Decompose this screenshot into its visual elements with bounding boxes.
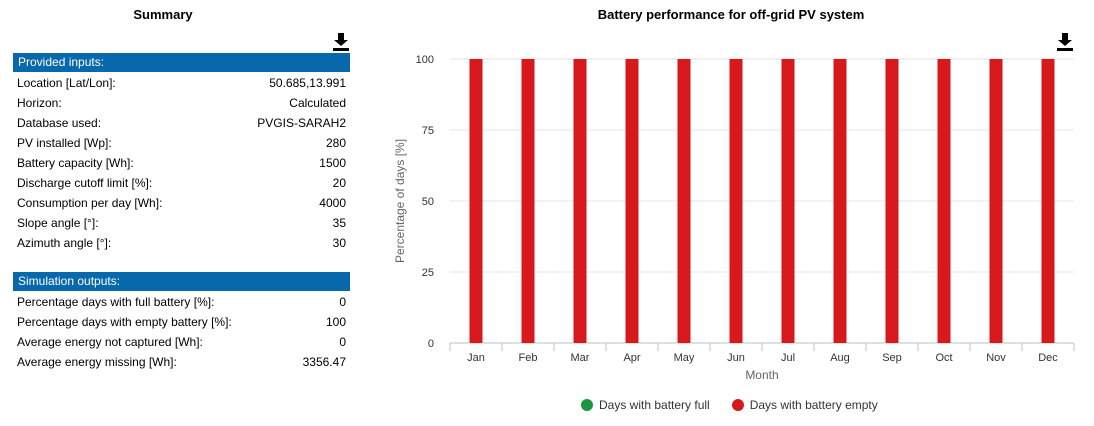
y-tick-label: 100 (416, 54, 434, 66)
bar-empty-jan (469, 59, 483, 343)
x-axis-label: Month (745, 368, 778, 382)
outputs-header: Simulation outputs: (13, 272, 350, 291)
bar-empty-nov (989, 59, 1003, 343)
x-tick-label: Sep (882, 352, 902, 364)
x-tick-label: Jun (727, 352, 745, 364)
summary-row: Discharge cutoff limit [%]: 20 (17, 173, 346, 193)
legend-marker-full (581, 399, 593, 411)
x-tick-label: Feb (519, 352, 538, 364)
row-value: 30 (332, 236, 346, 250)
legend-item-full[interactable]: Days with battery full (581, 398, 710, 412)
y-tick-label: 0 (428, 338, 434, 350)
row-value: 0 (339, 295, 346, 309)
summary-row: Azimuth angle [°]: 30 (17, 233, 346, 253)
legend-label-empty: Days with battery empty (749, 398, 878, 412)
bar-empty-feb (521, 59, 535, 343)
legend-item-empty[interactable]: Days with battery empty (731, 398, 878, 412)
row-label: Discharge cutoff limit [%]: (17, 176, 153, 190)
summary-row: Slope angle [°]: 35 (17, 213, 346, 233)
row-label: Horizon: (17, 96, 62, 110)
x-tick-label: Jul (781, 352, 795, 364)
bar-empty-may (677, 59, 691, 343)
inputs-header: Provided inputs: (13, 53, 350, 72)
row-value: 0 (339, 335, 346, 349)
download-icon[interactable] (1057, 33, 1073, 51)
y-tick-label: 50 (422, 196, 434, 208)
row-value: Calculated (289, 96, 346, 110)
summary-row: Average energy not captured [Wh]: 0 (17, 332, 346, 352)
summary-title: Summary (133, 7, 193, 22)
x-tick-label: Nov (986, 352, 1006, 364)
download-icon[interactable] (333, 33, 349, 51)
bar-empty-apr (625, 59, 639, 343)
summary-row: Average energy missing [Wh]: 3356.47 (17, 352, 346, 372)
y-axis-label: Percentage of days [%] (393, 139, 407, 263)
chart-title: Battery performance for off-grid PV syst… (597, 7, 865, 22)
x-tick-label: Aug (830, 352, 850, 364)
row-value: 4000 (319, 196, 346, 210)
row-value: 50.685,13.991 (269, 76, 346, 90)
summary-panel: Summary Provided inputs: Location [Lat/L… (0, 0, 360, 426)
bar-empty-aug (833, 59, 847, 343)
y-tick-label: 75 (422, 125, 434, 137)
battery-chart: 0 25 50 75 100 Percentage of days [%] Jan Feb Ma… (393, 54, 1075, 382)
summary-row: Percentage days with full battery [%]: 0 (17, 292, 346, 312)
summary-row: Database used: PVGIS-SARAH2 (17, 113, 346, 133)
row-label: Percentage days with empty battery [%]: (17, 315, 232, 329)
bar-empty-jul (781, 59, 795, 343)
chart-legend: Days with battery full Days with battery… (581, 398, 900, 412)
summary-row: PV installed [Wp]: 280 (17, 133, 346, 153)
legend-label-full: Days with battery full (599, 398, 710, 412)
bar-empty-mar (573, 59, 587, 343)
bar-empty-oct (937, 59, 951, 343)
bar-empty-dec (1041, 59, 1055, 343)
summary-row: Battery capacity [Wh]: 1500 (17, 153, 346, 173)
row-label: Percentage days with full battery [%]: (17, 295, 215, 309)
bar-empty-sep (885, 59, 899, 343)
row-label: Consumption per day [Wh]: (17, 196, 163, 210)
row-label: Database used: (17, 116, 102, 130)
row-value: 3356.47 (302, 355, 346, 369)
x-tick-label: Oct (935, 352, 952, 364)
summary-row: Horizon: Calculated (17, 93, 346, 113)
row-label: Azimuth angle [°]: (17, 236, 112, 250)
row-label: PV installed [Wp]: (17, 136, 112, 150)
row-label: Average energy not captured [Wh]: (17, 335, 203, 349)
summary-row: Consumption per day [Wh]: 4000 (17, 193, 346, 213)
x-tick-label: Dec (1038, 352, 1058, 364)
legend-marker-empty (731, 399, 744, 411)
row-value: 280 (325, 136, 346, 150)
x-tick-label: Mar (571, 352, 590, 364)
row-value: 35 (332, 216, 346, 230)
row-value: PVGIS-SARAH2 (257, 116, 346, 130)
bar-empty-jun (729, 59, 743, 343)
row-value: 100 (325, 315, 346, 329)
x-tick-label: May (674, 352, 695, 364)
row-label: Location [Lat/Lon]: (17, 76, 116, 90)
row-label: Average energy missing [Wh]: (17, 355, 177, 369)
summary-row: Percentage days with empty battery [%]: 1… (17, 312, 346, 332)
x-tick-label: Apr (623, 352, 640, 364)
x-tick-label: Jan (467, 352, 485, 364)
summary-row: Location [Lat/Lon]: 50.685,13.991 (17, 73, 346, 93)
row-value: 20 (332, 176, 346, 190)
row-label: Battery capacity [Wh]: (17, 156, 134, 170)
row-value: 1500 (319, 156, 346, 170)
y-tick-label: 25 (422, 267, 434, 279)
row-label: Slope angle [°]: (17, 216, 99, 230)
